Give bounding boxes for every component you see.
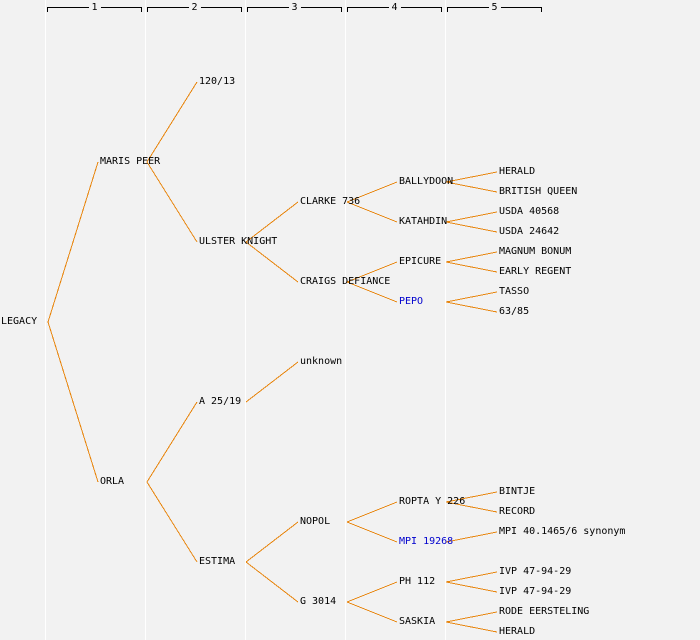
edge-clarke-736-katahdin — [346, 201, 398, 223]
node-label-usda-24642: USDA 24642 — [499, 226, 560, 237]
edge-maris-peer-120-13 — [146, 81, 198, 163]
edge-ropta-y-226-record — [445, 501, 498, 513]
node-label-epicure: EPICURE — [399, 256, 442, 267]
edge-saskia-rode-eersteling — [445, 611, 498, 623]
node-label-ballydoon: BALLYDOON — [399, 176, 454, 187]
node-label-120-13: 120/13 — [199, 76, 236, 87]
node-label-ropta-y-226: ROPTA Y 226 — [399, 496, 466, 507]
edge-legacy-maris-peer — [47, 161, 99, 323]
node-label-clarke-736: CLARKE 736 — [300, 196, 361, 207]
node-label-herald-1: HERALD — [499, 166, 536, 177]
edge-ph-112-ivp-47-94-29-a — [445, 571, 498, 583]
generation-bracket-2: 2 — [147, 2, 242, 13]
node-label-mpi-40-1465-6: MPI 40.1465/6 synonym — [499, 526, 626, 537]
edge-epicure-magnum-bonum — [445, 251, 498, 263]
edge-maris-peer-ulster-knight — [146, 161, 198, 243]
generation-bracket-4: 4 — [347, 2, 442, 13]
node-label-ph-112: PH 112 — [399, 576, 436, 587]
generation-number: 5 — [488, 2, 501, 13]
generation-bracket-5: 5 — [447, 2, 542, 13]
edge-estima-nopol — [245, 521, 299, 563]
edge-g-3014-ph-112 — [346, 581, 398, 603]
node-label-saskia: SASKIA — [399, 616, 436, 627]
generation-number: 2 — [188, 2, 201, 13]
edge-orla-estima — [146, 481, 198, 563]
node-label-tasso: TASSO — [499, 286, 530, 297]
node-label-63-85: 63/85 — [499, 306, 530, 317]
edge-orla-a-25-19 — [146, 401, 198, 483]
generation-bracket-3: 3 — [247, 2, 342, 13]
edge-epicure-early-regent — [445, 261, 498, 273]
node-label-record: RECORD — [499, 506, 536, 517]
node-label-a-25-19: A 25/19 — [199, 396, 242, 407]
node-label-unknown: unknown — [300, 356, 343, 367]
node-label-nopol: NOPOL — [300, 516, 331, 527]
edge-clarke-736-ballydoon — [346, 181, 398, 203]
edge-pepo-tasso — [445, 291, 498, 303]
edge-mpi-19268-mpi-40-1465-6 — [445, 531, 498, 543]
node-label-magnum-bonum: MAGNUM BONUM — [499, 246, 572, 257]
edge-pepo-63-85 — [445, 301, 498, 313]
edge-ph-112-ivp-47-94-29-b — [445, 581, 498, 593]
edge-estima-g-3014 — [245, 561, 299, 603]
edge-craigs-defiance-pepo — [346, 281, 398, 303]
edge-craigs-defiance-epicure — [346, 261, 398, 283]
edge-nopol-mpi-19268 — [346, 521, 398, 543]
node-label-pepo[interactable]: PEPO — [399, 296, 424, 307]
node-label-estima: ESTIMA — [199, 556, 236, 567]
edge-katahdin-usda-24642 — [445, 221, 498, 233]
node-label-orla: ORLA — [100, 476, 125, 487]
column-separator — [145, 0, 146, 640]
node-label-legacy: LEGACY — [1, 316, 38, 327]
generation-number: 3 — [288, 2, 301, 13]
edge-a-25-19-unknown — [245, 361, 299, 403]
column-separator — [345, 0, 346, 640]
edge-ulster-knight-clarke-736 — [245, 201, 299, 243]
column-separator — [445, 0, 446, 640]
node-label-early-regent: EARLY REGENT — [499, 266, 572, 277]
column-separator — [45, 0, 46, 640]
edge-saskia-herald-2 — [445, 621, 498, 633]
node-label-ivp-47-94-29-a: IVP 47-94-29 — [499, 566, 572, 577]
edge-katahdin-usda-40568 — [445, 211, 498, 223]
node-label-ulster-knight: ULSTER KNIGHT — [199, 236, 278, 247]
generation-bracket-1: 1 — [47, 2, 142, 13]
node-label-katahdin: KATAHDIN — [399, 216, 448, 227]
node-label-usda-40568: USDA 40568 — [499, 206, 560, 217]
node-label-craigs-defiance: CRAIGS DEFIANCE — [300, 276, 391, 287]
edge-ballydoon-herald-1 — [445, 171, 498, 183]
node-label-mpi-19268[interactable]: MPI 19268 — [399, 536, 454, 547]
generation-number: 4 — [388, 2, 401, 13]
node-label-ivp-47-94-29-b: IVP 47-94-29 — [499, 586, 572, 597]
edge-g-3014-saskia — [346, 601, 398, 623]
node-label-maris-peer: MARIS PEER — [100, 156, 161, 167]
edge-legacy-orla — [47, 321, 99, 483]
node-label-herald-2: HERALD — [499, 626, 536, 637]
column-separator — [245, 0, 246, 640]
node-label-rode-eersteling: RODE EERSTELING — [499, 606, 590, 617]
generation-number: 1 — [88, 2, 101, 13]
edge-ropta-y-226-bintje — [445, 491, 498, 503]
edge-nopol-ropta-y-226 — [346, 501, 398, 523]
edge-ulster-knight-craigs-defiance — [245, 241, 299, 283]
edge-ballydoon-british-queen — [445, 181, 498, 193]
node-label-british-queen: BRITISH QUEEN — [499, 186, 578, 197]
node-label-bintje: BINTJE — [499, 486, 536, 497]
node-label-g-3014: G 3014 — [300, 596, 337, 607]
